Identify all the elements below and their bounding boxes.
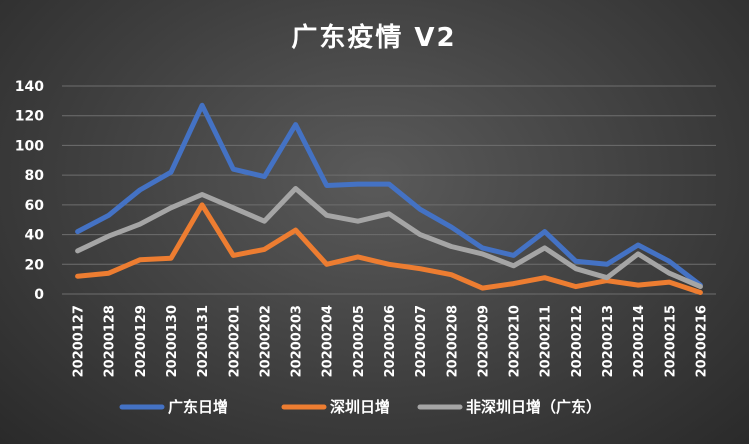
legend-label: 非深圳日增（广东） (466, 398, 601, 416)
x-tick-label: 20200208 (445, 305, 460, 377)
y-tick-label: 100 (15, 138, 44, 154)
x-tick-label: 20200127 (72, 305, 87, 377)
x-tick-label: 20200215 (663, 305, 678, 377)
x-tick-label: 20200130 (165, 305, 180, 377)
x-tick-label: 20200203 (290, 305, 305, 377)
x-tick-label: 20200216 (694, 305, 709, 377)
x-tick-label: 20200128 (103, 305, 118, 377)
x-tick-label: 20200131 (196, 305, 211, 377)
y-tick-label: 0 (34, 287, 44, 303)
x-tick-label: 20200211 (539, 305, 554, 377)
x-tick-label: 20200207 (414, 305, 429, 377)
x-tick-label: 20200206 (383, 305, 398, 377)
series-lines (75, 102, 703, 295)
x-tick-label: 20200204 (321, 305, 336, 377)
y-tick-label: 20 (25, 257, 45, 273)
x-tick-label: 20200209 (476, 305, 491, 377)
legend: 广东日增 深圳日增 非深圳日增（广东） (119, 398, 601, 416)
gridlines (62, 85, 716, 295)
y-tick-label: 60 (25, 198, 45, 214)
x-tick-label: 20200212 (570, 305, 585, 377)
y-tick-label: 40 (25, 228, 45, 244)
y-axis-ticks: 0 20 40 60 80 100 120 140 (15, 79, 44, 303)
x-tick-label: 20200201 (227, 305, 242, 377)
y-tick-label: 140 (15, 79, 44, 95)
x-tick-label: 20200205 (352, 305, 367, 377)
x-axis-ticks: 20200127 20200128 20200129 20200130 20200131… (72, 305, 710, 377)
y-tick-label: 80 (25, 168, 45, 184)
x-tick-label: 20200210 (508, 305, 523, 377)
y-tick-label: 120 (15, 109, 44, 125)
legend-label: 深圳日增 (330, 398, 390, 416)
chart-title: 广东疫情 V2 (291, 22, 456, 53)
x-tick-label: 20200213 (601, 305, 616, 377)
series-line-2 (75, 186, 703, 290)
x-tick-label: 20200202 (258, 305, 273, 377)
x-tick-label: 20200129 (134, 305, 149, 377)
x-tick-label: 20200214 (632, 305, 647, 377)
legend-label: 广东日增 (168, 398, 228, 416)
